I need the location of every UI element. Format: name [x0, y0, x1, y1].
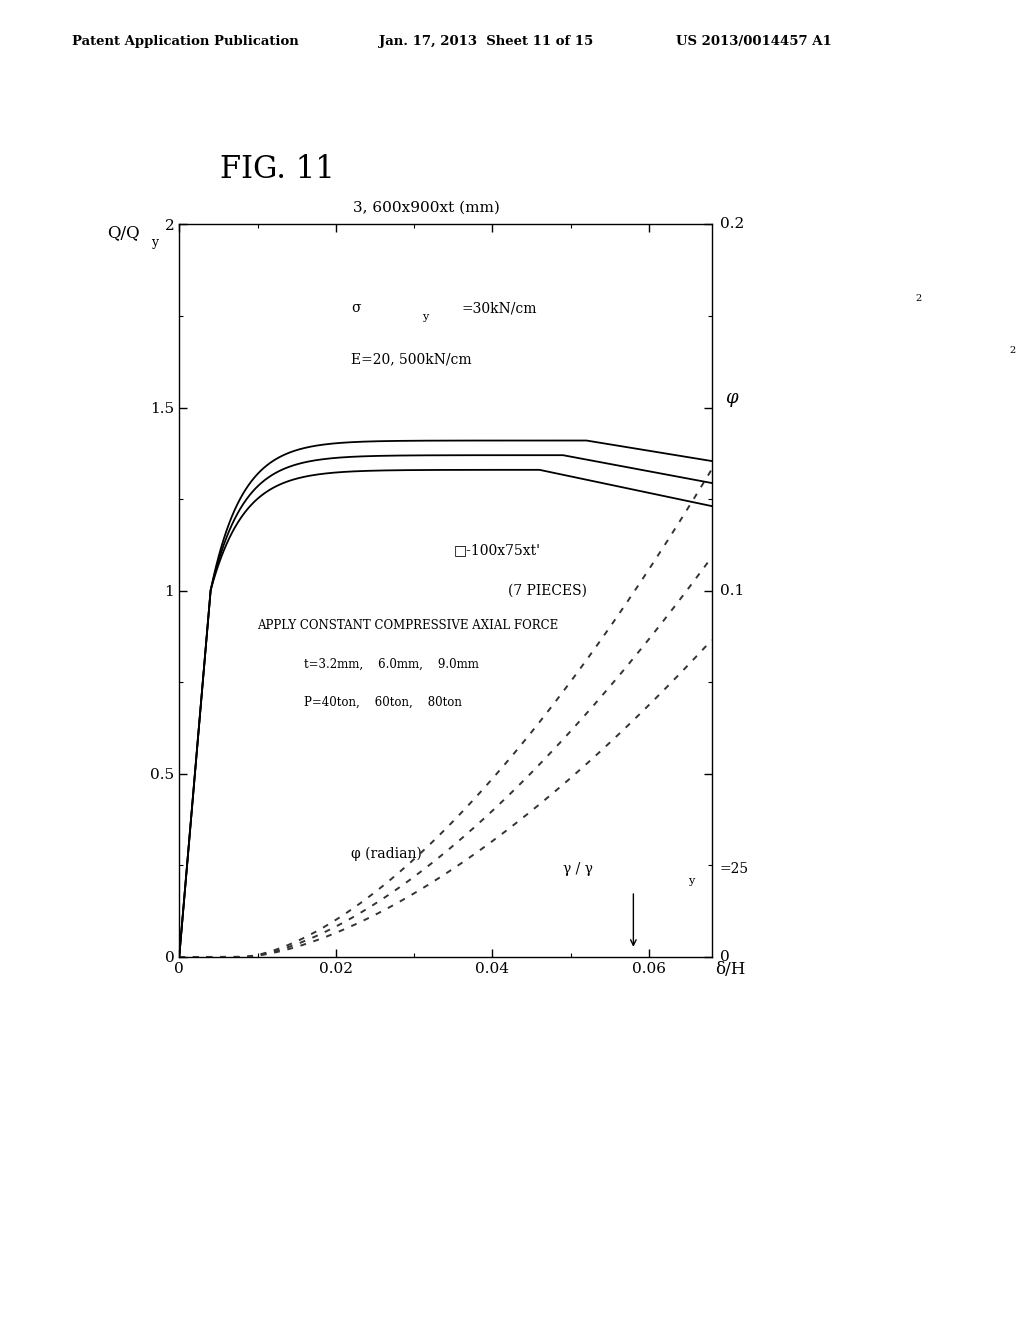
Text: 3, 600x900xt (mm): 3, 600x900xt (mm): [353, 201, 500, 214]
Text: 2: 2: [915, 294, 922, 304]
Text: APPLY CONSTANT COMPRESSIVE AXIAL FORCE: APPLY CONSTANT COMPRESSIVE AXIAL FORCE: [257, 619, 559, 632]
Text: γ / γ: γ / γ: [563, 862, 593, 875]
Text: FIG. 11: FIG. 11: [220, 154, 335, 185]
Text: φ (radian): φ (radian): [351, 846, 422, 861]
Text: t=3.2mm,    6.0mm,    9.0mm: t=3.2mm, 6.0mm, 9.0mm: [304, 657, 479, 671]
Text: □-100x75xt': □-100x75xt': [454, 543, 541, 557]
Text: Patent Application Publication: Patent Application Publication: [72, 34, 298, 48]
Text: 0.2: 0.2: [720, 218, 744, 231]
Text: E=20, 500kN/cm: E=20, 500kN/cm: [351, 352, 472, 367]
Text: US 2013/0014457 A1: US 2013/0014457 A1: [676, 34, 831, 48]
Text: y: y: [688, 875, 694, 886]
Text: P=40ton,    60ton,    80ton: P=40ton, 60ton, 80ton: [304, 696, 463, 709]
Text: Jan. 17, 2013  Sheet 11 of 15: Jan. 17, 2013 Sheet 11 of 15: [379, 34, 593, 48]
Text: y: y: [422, 312, 428, 322]
Text: (7 PIECES): (7 PIECES): [508, 583, 587, 598]
Text: φ: φ: [725, 388, 737, 407]
Text: δ/H: δ/H: [715, 961, 745, 978]
Text: 2: 2: [1010, 346, 1016, 355]
Text: 0.1: 0.1: [720, 583, 744, 598]
Text: y: y: [152, 235, 159, 248]
Text: =25: =25: [720, 862, 749, 875]
Text: Q/Q: Q/Q: [108, 224, 140, 242]
Text: =30kN/cm: =30kN/cm: [461, 301, 537, 315]
Text: 0: 0: [720, 950, 730, 964]
Text: σ: σ: [351, 301, 361, 315]
